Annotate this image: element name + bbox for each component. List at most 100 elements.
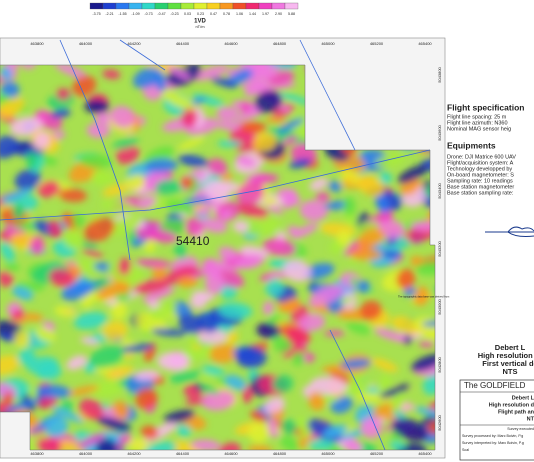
- colorbar-label: 1.44: [249, 12, 256, 16]
- x-coord-top: 464400: [176, 41, 190, 46]
- x-coord-top: 463800: [30, 41, 44, 46]
- x-coord-top: 464000: [79, 41, 93, 46]
- anomaly: [135, 259, 172, 268]
- anomaly: [308, 438, 334, 450]
- flight-title: Flight specification: [447, 102, 524, 112]
- anomaly: [152, 264, 167, 282]
- anomaly: [73, 311, 108, 330]
- x-coord-top: 464600: [224, 41, 238, 46]
- colorbar-label: -2.21: [105, 12, 113, 16]
- anomaly: [191, 93, 225, 107]
- anomaly: [217, 140, 242, 148]
- anomaly: [200, 217, 228, 233]
- anomaly: [336, 429, 366, 441]
- anomaly: [82, 248, 103, 258]
- road: [0, 149, 431, 221]
- anomaly: [272, 374, 294, 393]
- anomaly: [356, 228, 385, 250]
- anomaly: [13, 330, 31, 348]
- colorbar-swatch: [115, 2, 130, 10]
- anomaly: [374, 328, 407, 342]
- colorbar-label: 1.06: [236, 12, 243, 16]
- anomaly: [0, 241, 15, 262]
- equip-line: Sampling rate: 10 readings: [447, 178, 513, 184]
- anomaly: [276, 117, 305, 134]
- anomaly: [17, 348, 36, 366]
- anomaly: [146, 195, 180, 211]
- anomaly: [78, 153, 113, 169]
- box-small: Survey executed: [507, 427, 534, 431]
- anomaly: [118, 432, 132, 444]
- anomaly: [88, 379, 125, 398]
- anomaly: [94, 112, 111, 124]
- colorbar-swatch: [102, 2, 117, 10]
- anomaly: [411, 353, 435, 372]
- anomaly: [235, 346, 267, 369]
- anomaly: [142, 287, 176, 303]
- anomaly: [426, 419, 435, 435]
- colorbar-unit: nT/m: [195, 24, 205, 29]
- diagram-shape: [507, 231, 534, 237]
- anomaly: [37, 180, 60, 198]
- anomaly: [322, 424, 348, 439]
- anomaly: [0, 81, 20, 99]
- x-coord-bottom: 465000: [321, 451, 335, 456]
- anomaly: [262, 238, 297, 257]
- x-coord-top: 464800: [273, 41, 287, 46]
- footnote: The topographic data base was derived fr…: [398, 295, 449, 299]
- anomaly: [391, 418, 429, 442]
- anomaly: [337, 229, 352, 246]
- anomaly: [277, 92, 313, 105]
- colorbar-swatch: [271, 2, 286, 10]
- flight-line: Nominal MAG sensor heig: [447, 126, 511, 132]
- anomaly: [146, 229, 178, 243]
- anomaly: [22, 65, 37, 70]
- anomaly: [110, 105, 136, 128]
- colorbar-swatch: [206, 2, 221, 10]
- anomaly: [399, 179, 420, 196]
- anomaly: [242, 216, 280, 237]
- anomaly: [38, 395, 57, 409]
- anomaly: [216, 106, 239, 121]
- anomaly: [415, 260, 435, 276]
- y-coord: 5043600: [437, 124, 442, 140]
- anomaly: [11, 286, 34, 301]
- anomaly: [339, 296, 355, 304]
- anomaly: [209, 343, 238, 364]
- anomaly: [357, 175, 385, 197]
- anomaly: [391, 316, 423, 336]
- anomaly: [91, 168, 109, 186]
- anomaly: [36, 363, 62, 381]
- colorbar-label: -0.23: [170, 12, 178, 16]
- equip-line: On-board magnetometer: S: [447, 172, 514, 178]
- anomaly: [144, 158, 178, 173]
- anomaly: [2, 392, 14, 407]
- anomaly: [121, 343, 155, 352]
- anomaly: [67, 385, 100, 396]
- anomaly: [250, 410, 267, 423]
- anomaly: [199, 292, 215, 301]
- equip-line: Base station magnetometer: [447, 184, 514, 190]
- anomaly: [97, 416, 132, 432]
- anomaly: [35, 384, 72, 399]
- anomaly: [29, 236, 45, 255]
- anomaly: [240, 102, 252, 113]
- flight-line: Flight line spacing: 25 m: [447, 114, 507, 120]
- colorbar-swatch: [167, 2, 182, 10]
- anomaly: [244, 83, 267, 97]
- anomaly: [254, 90, 282, 114]
- anomaly: [328, 180, 342, 193]
- colorbar-label: 1.97: [262, 12, 269, 16]
- anomaly: [343, 438, 362, 450]
- colorbar-swatch: [180, 2, 195, 10]
- anomaly: [48, 220, 63, 239]
- anomaly: [369, 241, 386, 250]
- equip-line: Drone: DJI Matrice 600 UAV: [447, 154, 516, 160]
- box-line: NT: [527, 416, 534, 422]
- title-box: [459, 379, 534, 461]
- anomaly: [150, 328, 187, 337]
- anomaly: [5, 399, 39, 413]
- road: [59, 39, 131, 261]
- anomaly: [218, 442, 241, 450]
- anomaly: [176, 424, 192, 437]
